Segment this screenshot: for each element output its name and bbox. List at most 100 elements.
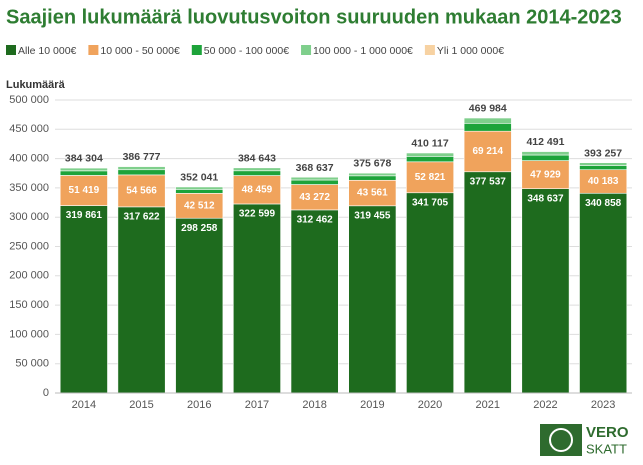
bar-segment	[406, 156, 455, 163]
bar-segment	[175, 189, 224, 194]
x-tick-label: 2022	[533, 399, 557, 411]
y-tick-label: 350 000	[9, 182, 49, 194]
total-label: 384 643	[238, 152, 276, 164]
y-tick-label: 300 000	[9, 211, 49, 223]
value-label: 42 512	[184, 200, 215, 211]
bar-segment	[406, 161, 455, 194]
legend-label: 100 000 - 1 000 000€	[313, 45, 413, 57]
value-label: 377 537	[470, 176, 507, 187]
total-label: 410 117	[411, 137, 449, 149]
total-label: 375 678	[353, 158, 391, 170]
legend-label: 50 000 - 100 000€	[204, 45, 289, 57]
value-label: 54 566	[126, 186, 157, 197]
x-tick-label: 2023	[591, 399, 615, 411]
legend-label: Yli 1 000 000€	[437, 45, 504, 57]
bar-segment	[290, 179, 339, 185]
bar-segment	[290, 209, 339, 394]
y-axis-label: Lukumäärä	[6, 79, 66, 91]
total-label: 393 257	[584, 147, 622, 159]
x-tick-label: 2016	[187, 399, 211, 411]
y-tick-label: 50 000	[15, 358, 49, 370]
total-label: 469 984	[469, 102, 507, 114]
bar-segment	[406, 192, 455, 394]
bar-segment	[117, 174, 166, 208]
x-tick-label: 2018	[302, 399, 326, 411]
y-tick-label: 400 000	[9, 153, 49, 165]
y-tick-label: 200 000	[9, 270, 49, 282]
x-tick-label: 2017	[245, 399, 269, 411]
value-label: 319 861	[66, 210, 103, 221]
bar-segment	[406, 152, 455, 157]
bar-segment	[290, 176, 339, 181]
y-tick-label: 150 000	[9, 299, 49, 311]
legend-swatch	[6, 45, 16, 55]
legend-label: Alle 10 000€	[18, 45, 77, 57]
value-label: 312 462	[297, 215, 334, 226]
bar-segment	[579, 162, 628, 166]
total-label: 368 637	[296, 162, 334, 174]
value-label: 40 183	[588, 176, 619, 187]
x-tick-label: 2014	[72, 399, 96, 411]
bar-segment	[348, 172, 397, 177]
bar-segment	[521, 151, 570, 156]
logo-emblem	[549, 428, 573, 452]
legend-swatch	[424, 45, 435, 55]
legend-label: 10 000 - 50 000€	[100, 45, 180, 57]
bar-segment	[59, 170, 108, 176]
bar-segment	[59, 175, 108, 206]
bar-segment	[348, 205, 397, 394]
total-label: 384 304	[65, 153, 103, 165]
value-label: 319 455	[354, 210, 391, 221]
value-label: 52 821	[415, 172, 446, 183]
bar-segment	[175, 193, 224, 219]
bar-segment	[117, 206, 166, 394]
value-label: 69 214	[472, 146, 503, 157]
value-label: 341 705	[412, 197, 449, 208]
total-label: 352 041	[180, 171, 218, 183]
logo-text: VERO	[586, 424, 629, 441]
y-tick-label: 450 000	[9, 123, 49, 135]
bar-segment	[117, 166, 166, 171]
legend-swatch	[301, 45, 312, 55]
bar-segment	[463, 117, 512, 124]
y-tick-label: 500 000	[9, 94, 49, 106]
bar-segment	[521, 160, 570, 189]
value-label: 51 419	[69, 185, 100, 196]
total-label: 386 777	[123, 151, 161, 163]
bar-segment	[521, 154, 570, 161]
logo-text: SKATT	[586, 441, 627, 456]
bar-segment	[579, 165, 628, 171]
value-label: 43 561	[357, 188, 388, 199]
y-tick-label: 250 000	[9, 240, 49, 252]
x-tick-label: 2019	[360, 399, 384, 411]
bar-segment	[348, 175, 397, 181]
value-label: 317 622	[123, 212, 160, 223]
bar-segment	[175, 217, 224, 394]
legend-swatch	[88, 45, 99, 55]
value-label: 340 858	[585, 198, 622, 209]
x-tick-label: 2020	[418, 399, 442, 411]
bar-segment	[463, 130, 512, 173]
value-label: 322 599	[239, 209, 276, 220]
bar-segment	[175, 186, 224, 190]
value-label: 348 637	[527, 193, 564, 204]
chart-title: Saajien lukumäärä luovutusvoiton suuruud…	[6, 6, 622, 28]
x-tick-label: 2015	[129, 399, 153, 411]
bar-segment	[463, 171, 512, 394]
bar-segment	[232, 203, 281, 394]
bar-segment	[117, 169, 166, 176]
bar-segment	[579, 192, 628, 394]
bar-segment	[232, 167, 281, 172]
bar-segment	[521, 188, 570, 394]
legend-swatch	[191, 45, 202, 55]
bar-segment	[59, 205, 108, 394]
bar-segment	[463, 122, 512, 132]
bar-segment	[232, 170, 281, 176]
bar-segment	[232, 175, 281, 205]
y-tick-label: 100 000	[9, 328, 49, 340]
logo: VERO SKATT	[540, 424, 629, 456]
x-tick-label: 2021	[476, 399, 500, 411]
bar-segment	[59, 167, 108, 172]
value-label: 48 459	[242, 184, 273, 195]
